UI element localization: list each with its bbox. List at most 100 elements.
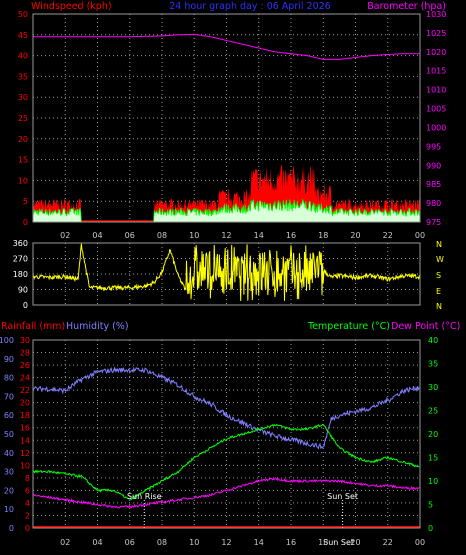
sunrise-label: Sun Rise (127, 492, 162, 501)
temp-time-tick-label: 04 (92, 538, 102, 547)
wind-time-tick-label: 04 (92, 231, 102, 240)
rainfall-axis-tick-label: 10 (20, 461, 30, 470)
wind-axis-tick-label: 20 (18, 135, 28, 144)
direction-axis-tick-label: 360 (13, 239, 28, 248)
temp-time-tick-label: 18 (318, 538, 328, 547)
rainfall-axis-tick-label: 4 (25, 499, 30, 508)
temperature-axis-tick-label: 35 (428, 360, 438, 369)
humidity-axis-tick-label: 10 (4, 505, 14, 514)
barometer-axis-tick-label: 1000 (426, 123, 446, 132)
temperature-axis-tick-label: 25 (428, 407, 438, 416)
temp-time-tick-label: 08 (157, 538, 167, 547)
humidity-axis-tick-label: 30 (4, 468, 14, 477)
humidity-axis-tick-label: 90 (4, 355, 14, 364)
wind-time-tick-label: 14 (254, 231, 264, 240)
temperature-axis-tick-label: 15 (428, 454, 438, 463)
dewpoint-line (32, 477, 420, 509)
direction-frame (32, 242, 421, 306)
barometer-axis-tick-label: 1020 (426, 48, 446, 57)
compass-label: S (436, 271, 441, 280)
direction-axis-tick-label: 270 (13, 255, 28, 264)
barometer-line (33, 33, 420, 60)
barometer-axis-tick-label: 995 (426, 142, 441, 151)
humidity-axis-tick-label: 60 (4, 411, 14, 420)
dewpoint-axis-label: Dew Point (°C) (391, 321, 460, 332)
header-date-title: 24 hour graph day : 06 April 2026 (169, 1, 330, 12)
compass-label: W (436, 255, 444, 264)
temperature-axis-tick-label: 0 (428, 524, 433, 533)
wind-axis-tick-label: 30 (18, 93, 28, 102)
wind-axis-tick-label: 15 (18, 156, 28, 165)
temperature-axis-tick-label: 5 (428, 501, 433, 510)
wind-time-tick-label: 16 (286, 231, 296, 240)
barometer-axis-tick-label: 1005 (426, 105, 446, 114)
humidity-axis-tick-label: 40 (4, 449, 14, 458)
rainfall-axis-tick-label: 2 (25, 511, 30, 520)
humidity-axis-tick-label: 20 (4, 486, 14, 495)
wind-frame (32, 13, 421, 223)
wind-time-tick-label: 08 (157, 231, 167, 240)
temp-time-tick-label: 00 (415, 538, 425, 547)
compass-label: N (436, 302, 442, 311)
temp-time-tick-label: 06 (125, 538, 135, 547)
temperature-axis-tick-label: 20 (428, 430, 438, 439)
barometer-axis-tick-label: 980 (426, 199, 441, 208)
temp-time-tick-label: 02 (60, 538, 70, 547)
wind-time-tick-label: 02 (60, 231, 70, 240)
wind-axis-tick-label: 50 (18, 10, 28, 19)
temperature-axis-tick-label: 40 (428, 336, 438, 345)
sunset-label: Sun Set (327, 492, 358, 501)
barometer-axis-tick-label: 990 (426, 161, 441, 170)
wind-time-tick-label: 18 (318, 231, 328, 240)
barometer-axis-tick-label: 1025 (426, 29, 446, 38)
temp-time-tick-label: 12 (221, 538, 231, 547)
temperature-line (32, 423, 420, 501)
wind-time-tick-label: 00 (415, 231, 425, 240)
rainfall-axis-tick-label: 24 (20, 374, 30, 383)
wind-axis-tick-label: 35 (18, 72, 28, 81)
wind-time-tick-label: 10 (189, 231, 199, 240)
rainfall-axis-tick-label: 8 (25, 474, 30, 483)
humidity-axis-label: Humidity (%) (66, 321, 129, 332)
rainfall-axis-tick-label: 0 (25, 524, 30, 533)
temperature-axis-tick-label: 10 (428, 477, 438, 486)
rainfall-axis-tick-label: 12 (20, 449, 30, 458)
wind-gust-area (33, 164, 420, 222)
temp-time-tick-label: 16 (286, 538, 296, 547)
wind-time-tick-label: 20 (350, 231, 360, 240)
barometer-axis-tick-label: 985 (426, 180, 441, 189)
humidity-axis-tick-label: 0 (9, 524, 14, 533)
rainfall-axis-tick-label: 26 (20, 361, 30, 370)
direction-axis-tick-label: 0 (23, 301, 28, 310)
rainfall-axis-tick-label: 28 (20, 349, 30, 358)
humidity-line (32, 366, 420, 450)
rainfall-axis-tick-label: 18 (20, 411, 30, 420)
header-windspeed-label: Windspeed (kph) (31, 1, 112, 12)
humidity-axis-tick-label: 100 (0, 336, 14, 345)
rainfall-axis-tick-label: 16 (20, 424, 30, 433)
wind-axis-tick-label: 5 (23, 197, 28, 206)
header-barometer-label: Barometer (hpa) (367, 1, 446, 12)
compass-label: E (436, 287, 441, 296)
wind-axis-tick-label: 45 (18, 31, 28, 40)
barometer-axis-tick-label: 1015 (426, 67, 446, 76)
humidity-axis-tick-label: 70 (4, 392, 14, 401)
rainfall-axis-tick-label: 30 (20, 336, 30, 345)
temperature-humidity-panel: 0246810121416182022242628300102030405060… (0, 336, 438, 547)
compass-label: N (436, 240, 442, 249)
temp-time-tick-label: 10 (189, 538, 199, 547)
humidity-axis-tick-label: 50 (4, 430, 14, 439)
rainfall-axis-label: Rainfall (mm) (1, 321, 65, 332)
barometer-axis-tick-label: 975 (426, 218, 441, 227)
rainfall-axis-tick-label: 14 (20, 436, 30, 445)
wind-time-tick-label: 22 (383, 231, 393, 240)
sunset-bottom-label: Sun Set (323, 538, 354, 547)
direction-axis-tick-label: 90 (18, 286, 28, 295)
wind-axis-tick-label: 40 (18, 52, 28, 61)
rainfall-axis-tick-label: 20 (20, 399, 30, 408)
temp-time-tick-label: 22 (383, 538, 393, 547)
rainfall-axis-tick-label: 6 (25, 486, 30, 495)
barometer-axis-tick-label: 1010 (426, 86, 446, 95)
